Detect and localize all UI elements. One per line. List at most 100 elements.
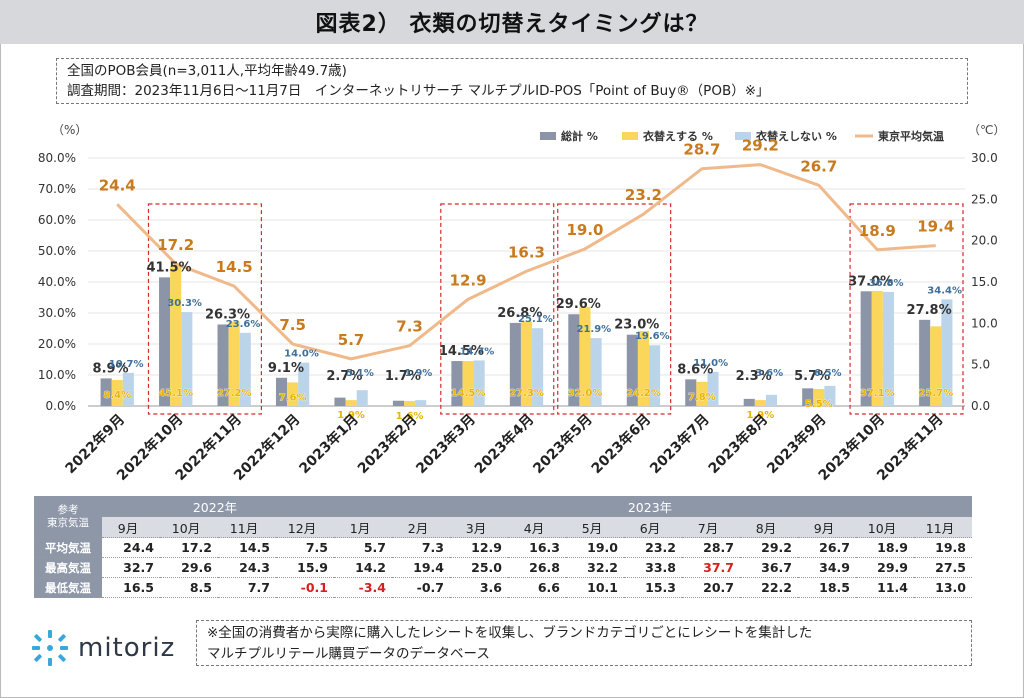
table-year-2022: 2022年 <box>102 496 334 517</box>
legend-label: 総計 % <box>561 129 598 143</box>
survey-info-box: 全国のPOB会員(n=3,011人,平均年齢49.7歳) 調査期間：2023年1… <box>56 58 968 104</box>
highlight-box <box>849 203 964 415</box>
change-data-label: 1.9% <box>746 410 774 421</box>
right-tick-label: 25.0 <box>971 192 998 206</box>
nochange-data-label: 3.6% <box>755 368 783 379</box>
legend-label: 東京平均気温 <box>878 129 944 143</box>
table-cell: 23.2 <box>624 537 682 558</box>
change-data-label: 1.9% <box>337 410 365 421</box>
highlight-box <box>147 203 262 415</box>
table-month-5: 2月 <box>392 516 450 538</box>
x-tick-label: 2022年9月 <box>62 411 128 477</box>
table-cell: 37.7 <box>682 557 740 578</box>
table-cell: 3.6 <box>450 577 508 598</box>
bar-nochange <box>590 338 602 406</box>
bar-total <box>685 379 697 406</box>
bar-nochange <box>356 390 368 406</box>
left-tick-label: 10.0% <box>38 368 76 382</box>
bar-change <box>754 400 766 406</box>
x-tick-label: 2023年7月 <box>646 411 712 477</box>
table-month-2: 11月 <box>218 516 276 538</box>
temperature-data-label: 26.7 <box>800 157 837 175</box>
table-cell: 8.5 <box>160 577 218 598</box>
total-data-label: 26.8% <box>497 306 542 321</box>
nochange-data-label: 25.1% <box>518 314 553 325</box>
left-tick-label: 70.0% <box>38 182 76 196</box>
bar-total <box>392 400 405 406</box>
table-cell: 24.4 <box>102 537 160 558</box>
table-cell: 17.2 <box>160 537 218 558</box>
table-cell: 16.3 <box>508 537 566 558</box>
table-cell: 25.0 <box>450 557 508 578</box>
bar-nochange <box>532 328 544 406</box>
table-cell: 34.9 <box>798 557 856 578</box>
legend-label: 衣替えする % <box>643 129 713 143</box>
bar-change <box>170 266 182 406</box>
total-data-label: 27.8% <box>907 303 952 318</box>
table-cell: 27.5 <box>914 557 972 578</box>
change-data-label: 8.4% <box>103 390 131 401</box>
total-data-label: 29.6% <box>556 297 601 312</box>
bar-total <box>100 378 112 406</box>
temperature-data-label: 14.5 <box>216 258 253 276</box>
bar-change <box>520 321 533 406</box>
bar-nochange <box>707 371 719 406</box>
table-month-6: 3月 <box>450 516 508 538</box>
table-month-1: 10月 <box>160 516 218 538</box>
table-cell: 16.5 <box>102 577 160 598</box>
table-cell: 14.2 <box>334 557 392 578</box>
footnote-line2: マルチプルリテール購買データのデータベース <box>207 646 490 662</box>
bar-change <box>871 290 883 406</box>
table-cell: 15.9 <box>276 557 334 578</box>
table-month-0: 9月 <box>102 516 160 538</box>
nochange-data-label: 5.1% <box>346 368 374 379</box>
bar-nochange <box>298 362 310 406</box>
table-year-2023: 2023年 <box>334 496 972 517</box>
table-cell: 24.3 <box>218 557 276 578</box>
table-corner-line2: 東京気温 <box>47 516 89 529</box>
table-month-10: 7月 <box>682 516 740 538</box>
survey-info-line2: 調査期間：2023年11月6日～11月7日 インターネットリサーチ マルチプルI… <box>67 83 770 99</box>
table-cell: -3.4 <box>334 577 392 598</box>
bar-change <box>287 382 299 406</box>
left-tick-label: 60.0% <box>38 213 76 227</box>
temperature-data-label: 24.4 <box>99 176 136 194</box>
table-cell: 13.0 <box>914 577 972 598</box>
temperature-line <box>116 163 936 361</box>
bar-total <box>860 291 872 406</box>
table-cell: 29.6 <box>160 557 218 578</box>
table-cell: -0.7 <box>392 577 450 598</box>
total-data-label: 1.7% <box>385 369 421 384</box>
table-cell: 7.5 <box>276 537 334 558</box>
bar-total <box>334 397 346 406</box>
table-cell: 15.3 <box>624 577 682 598</box>
total-data-label: 8.6% <box>677 362 713 377</box>
table-month-11: 8月 <box>740 516 798 538</box>
bar-nochange <box>941 299 953 406</box>
change-data-label: 24.2% <box>626 388 661 399</box>
bar-change <box>696 381 708 406</box>
legend-swatch <box>622 132 638 140</box>
change-data-label: 27.3% <box>509 388 544 399</box>
table-row-label: 平均気温 <box>34 537 102 558</box>
table-year-row: 参考 東京気温 2022年 2023年 <box>34 496 972 538</box>
table-cell: 22.2 <box>740 577 798 598</box>
bar-total <box>919 319 931 406</box>
temperature-data-label: 18.9 <box>859 222 896 240</box>
nochange-data-label: 14.0% <box>284 349 319 360</box>
bar-total <box>509 322 521 406</box>
logo-star-icon <box>32 630 68 666</box>
change-data-label: 37.1% <box>860 388 895 399</box>
nochange-data-label: 1.9% <box>405 368 433 379</box>
table-cell: 14.5 <box>218 537 276 558</box>
temperature-data-label: 19.0 <box>566 221 603 239</box>
total-data-label: 14.5% <box>439 344 484 359</box>
bar-change <box>579 306 591 406</box>
total-data-label: 9.1% <box>268 361 304 376</box>
mitoriz-logo: mitoriz <box>30 628 175 668</box>
highlight-box <box>440 203 555 415</box>
left-tick-label: 0.0% <box>46 399 77 413</box>
table-month-12: 9月 <box>798 516 856 538</box>
table-month-row: 9月 10月 11月 12月 1月 2月 3月 4月 5月 6月 7月 8月 9月 10月 11月 <box>34 516 972 538</box>
table-cell: 6.6 <box>508 577 566 598</box>
